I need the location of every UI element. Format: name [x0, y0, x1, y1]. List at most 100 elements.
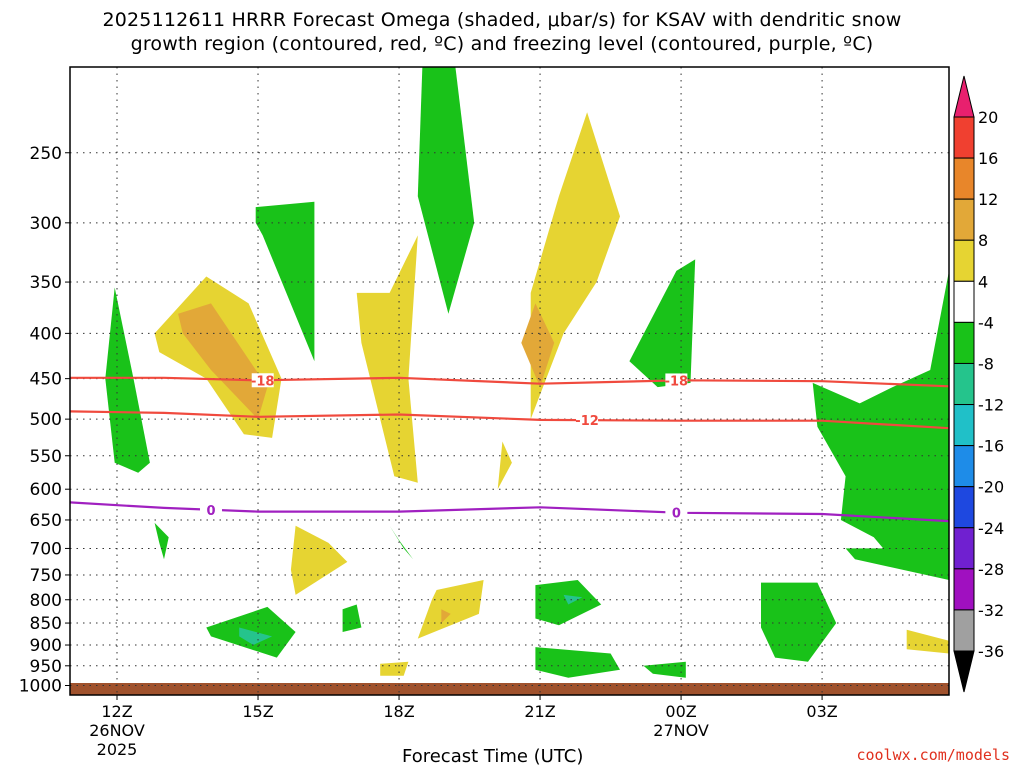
contour-line-3	[70, 501, 949, 523]
omega-region-2	[255, 201, 315, 362]
plot-frame	[69, 66, 950, 696]
y-tick-label-850: 850	[30, 614, 62, 634]
colorbar-bottom-arrow	[953, 650, 975, 693]
x-tick-date-12Z: 26NOV	[89, 721, 145, 740]
y-tick-label-800: 800	[30, 591, 62, 611]
y-tick-label-900: 900	[30, 636, 62, 656]
y-tick-label-350: 350	[30, 273, 62, 293]
omega-region-4	[629, 259, 696, 388]
ground-surface	[70, 683, 949, 695]
y-tick-label-750: 750	[30, 566, 62, 586]
x-tick-label-03Z: 03Z	[806, 702, 837, 721]
colorbar-box-8	[953, 404, 975, 447]
contour-label-bg-1-2	[665, 373, 688, 388]
y-tick-label-650: 650	[30, 511, 62, 531]
omega-region-26	[239, 627, 273, 645]
colorbar-box-12	[953, 568, 975, 611]
x-axis-label: Forecast Time (UTC)	[402, 746, 584, 767]
x-tick-label-15Z: 15Z	[242, 702, 273, 721]
x-tick-label-12Z: 12Z	[101, 702, 132, 721]
omega-region-23	[178, 303, 268, 420]
colorbar-box-6	[953, 321, 975, 364]
colorbar-box-1	[953, 116, 975, 159]
omega-region-25	[441, 609, 451, 624]
omega-region-8	[342, 604, 362, 632]
y-tick-label-950: 950	[30, 657, 62, 677]
omega-region-5	[812, 270, 949, 580]
contour-label-3-1: 0	[206, 504, 215, 519]
colorbar-box-4	[953, 239, 975, 282]
contour-label-1-1: -18	[251, 374, 275, 389]
omega-region-27	[563, 594, 583, 605]
colorbar-box-9	[953, 445, 975, 488]
colorbar-box-13	[953, 609, 975, 652]
omega-region-7	[389, 525, 414, 560]
omega-region-12	[643, 661, 686, 678]
chart-title: 2025112611 HRRR Forecast Omega (shaded, …	[0, 8, 1004, 56]
omega-region-21	[380, 661, 409, 676]
title-line-1: 2025112611 HRRR Forecast Omega (shaded, …	[102, 9, 902, 31]
contour-label-3-2: 0	[672, 507, 681, 522]
omega-region-3	[417, 67, 475, 314]
colorbar-label-4: 8	[978, 231, 988, 250]
x-tick-label-21Z: 21Z	[524, 702, 555, 721]
colorbar-label-7: -8	[978, 354, 994, 373]
omega-region-18	[290, 525, 348, 595]
y-tick-label-700: 700	[30, 539, 62, 559]
colorbar-box-5	[953, 280, 975, 323]
contour-label-bg-1-1	[251, 373, 274, 388]
credit-link[interactable]: coolwx.com/models	[856, 746, 1010, 764]
y-tick-label-250: 250	[30, 144, 62, 164]
omega-region-6	[154, 522, 169, 560]
colorbar-top-arrow	[953, 75, 975, 118]
omega-region-15	[356, 235, 418, 483]
colorbar-label-6: -4	[978, 313, 994, 332]
y-tick-label-600: 600	[30, 480, 62, 500]
colorbar: 20 16 12 8 4 -4 -8 -12 -16 -20 -24 -28 -32 -36	[953, 75, 1004, 693]
gridlines	[70, 67, 949, 695]
colorbar-box-10	[953, 486, 975, 529]
colorbar-label-5: 4	[978, 272, 988, 291]
contour-line-2	[70, 410, 949, 430]
colorbar-label-9: -16	[978, 437, 1004, 456]
x-tick-label-18Z: 18Z	[383, 702, 414, 721]
contour-line-1	[70, 376, 949, 388]
y-tick-label-450: 450	[30, 370, 62, 390]
title-line-2: growth region (contoured, red, ºC) and f…	[130, 33, 874, 55]
omega-region-24	[521, 303, 555, 388]
colorbar-box-7	[953, 362, 975, 406]
colorbar-label-8: -12	[978, 396, 1004, 415]
colorbar-label-2: 16	[978, 149, 998, 168]
y-tick-label-300: 300	[30, 214, 62, 234]
omega-region-1	[105, 287, 150, 473]
omega-region-17	[497, 441, 512, 490]
colorbar-label-14: -36	[978, 642, 1004, 661]
contour-label-1-2: -18	[665, 374, 689, 389]
colorbar-label-12: -28	[978, 560, 1004, 579]
y-tick-label-400: 400	[30, 324, 62, 344]
omega-region-13	[761, 582, 837, 662]
omega-region-11	[535, 647, 620, 678]
x-tick-year-12Z: 2025	[97, 740, 138, 759]
colorbar-label-11: -24	[978, 519, 1004, 538]
colorbar-box-3	[953, 198, 975, 241]
x-tick-date-00Z: 27NOV	[653, 721, 709, 740]
contour-lines	[70, 376, 949, 523]
y-tick-label-1000: 1000	[19, 677, 62, 697]
omega-region-19	[417, 580, 484, 639]
omega-shading	[105, 67, 949, 689]
contour-label-bg-3-2	[665, 505, 688, 520]
contour-label-bg-2-1	[576, 413, 599, 428]
colorbar-label-3: 12	[978, 190, 998, 209]
omega-region-20	[906, 629, 949, 654]
colorbar-label-10: -20	[978, 478, 1004, 497]
contour-label-2-1: -12	[575, 414, 599, 429]
colorbar-label-13: -32	[978, 601, 1004, 620]
x-tick-label-00Z: 00Z	[665, 702, 696, 721]
colorbar-label-1: 20	[978, 108, 998, 127]
y-tick-label-500: 500	[30, 410, 62, 430]
y-tick-label-550: 550	[30, 447, 62, 467]
colorbar-box-2	[953, 157, 975, 200]
contour-label-bg-3-1	[200, 502, 223, 517]
